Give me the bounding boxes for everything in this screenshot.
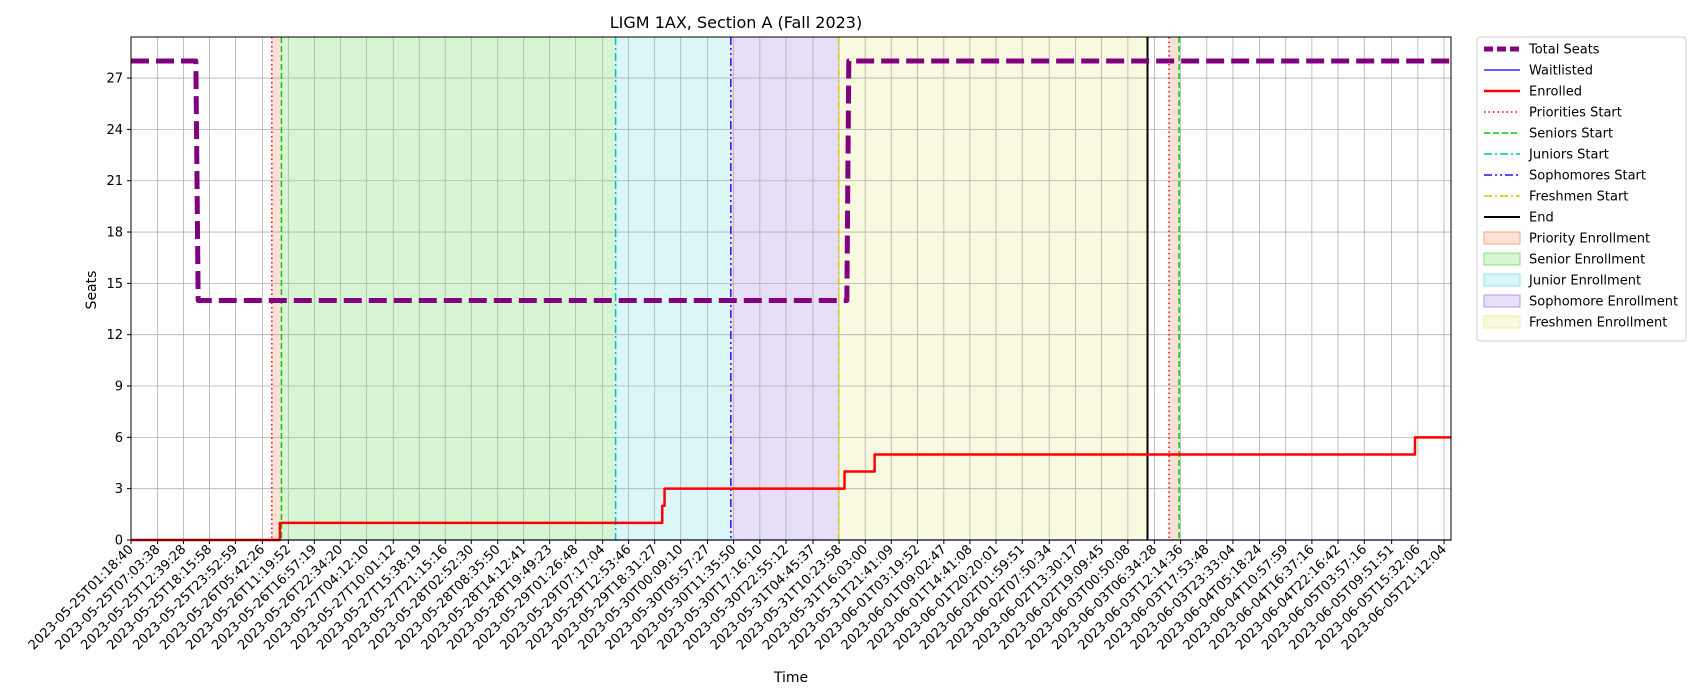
legend-label-priority-enrollment: Priority Enrollment bbox=[1529, 232, 1650, 247]
legend-label-waitlisted: Waitlisted bbox=[1529, 64, 1593, 79]
y-tick-label: 12 bbox=[106, 328, 123, 343]
y-tick-label: 24 bbox=[106, 123, 123, 138]
legend-label-seniors-start: Seniors Start bbox=[1529, 127, 1613, 142]
plot-frame bbox=[130, 36, 1452, 541]
span-priority-enrollment-2- bbox=[1169, 37, 1180, 540]
span-junior-enrollment bbox=[615, 37, 731, 540]
legend-label-sophomores-start: Sophomores Start bbox=[1529, 169, 1646, 184]
legend: Total Seats Waitlisted Enrolled Priorities … bbox=[1476, 36, 1687, 342]
x-axis-label: Time bbox=[773, 670, 808, 686]
span-freshmen-enrollment bbox=[838, 37, 1148, 540]
legend-swatch-senior-enrollment bbox=[1483, 252, 1521, 266]
legend-swatch-junior-enrollment bbox=[1483, 273, 1521, 287]
legend-label-senior-enrollment: Senior Enrollment bbox=[1529, 253, 1645, 268]
legend-label-sophomore-enrollment: Sophomore Enrollment bbox=[1529, 295, 1678, 310]
legend-label-juniors-start: Juniors Start bbox=[1528, 148, 1609, 163]
y-axis-label: Seats bbox=[84, 271, 100, 310]
legend-label-junior-enrollment: Junior Enrollment bbox=[1528, 274, 1641, 289]
legend-label-priorities-start: Priorities Start bbox=[1529, 106, 1622, 121]
legend-swatch-priority-enrollment bbox=[1483, 231, 1521, 245]
series-enrolled bbox=[131, 436, 1451, 542]
span-senior-enrollment bbox=[281, 37, 616, 540]
legend-label-freshmen-enrollment: Freshmen Enrollment bbox=[1529, 316, 1667, 331]
chart-title: LIGM 1AX, Section A (Fall 2023) bbox=[610, 13, 862, 32]
legend-label-end: End bbox=[1529, 211, 1554, 226]
legend-swatch-freshmen-enrollment bbox=[1483, 315, 1521, 329]
y-tick-label: 27 bbox=[106, 72, 123, 87]
plot-background bbox=[131, 37, 1451, 540]
legend-label-enrolled: Enrolled bbox=[1529, 85, 1582, 100]
span-sophomore-enrollment bbox=[730, 37, 839, 540]
legend-label-total-seats: Total Seats bbox=[1528, 43, 1600, 58]
y-tick-label: 9 bbox=[115, 380, 123, 395]
legend-label-freshmen-start: Freshmen Start bbox=[1529, 190, 1628, 205]
legend-swatch-sophomore-enrollment bbox=[1483, 294, 1521, 308]
legend-box bbox=[1476, 36, 1687, 342]
y-tick-label: 21 bbox=[106, 174, 123, 189]
y-tick-label: 15 bbox=[106, 277, 123, 292]
y-tick-label: 6 bbox=[115, 431, 123, 446]
span-priority-enrollment bbox=[271, 37, 282, 540]
plot-area: 03691215182124272023-05-25T01:18:402023-… bbox=[26, 36, 1452, 653]
y-tick-label: 18 bbox=[106, 226, 123, 241]
series-total-seats bbox=[131, 58, 1451, 303]
y-tick-label: 3 bbox=[115, 482, 123, 497]
y-tick-label: 0 bbox=[115, 534, 123, 549]
